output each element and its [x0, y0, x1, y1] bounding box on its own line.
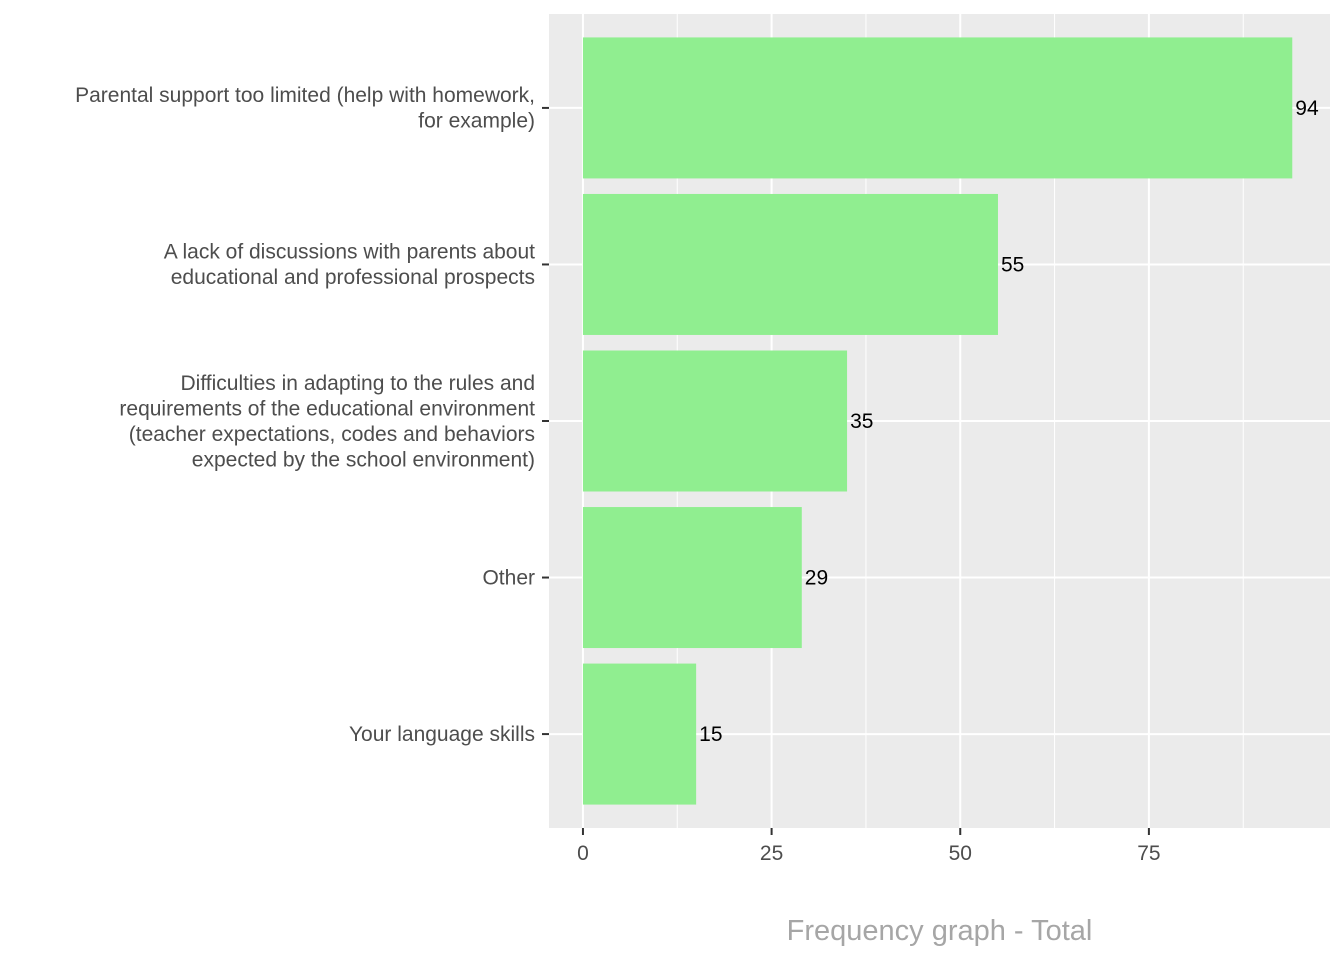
- x-axis-title: Frequency graph - Total: [787, 915, 1093, 947]
- x-tick-label: 25: [760, 842, 783, 865]
- x-tick-label: 75: [1137, 842, 1160, 865]
- category-label-line: Parental support too limited (help with …: [75, 84, 535, 107]
- category-label-line: (teacher expectations, codes and behavio…: [129, 423, 535, 446]
- category-label-line: A lack of discussions with parents about: [164, 241, 535, 264]
- category-label-line: Other: [482, 567, 535, 590]
- x-tick-label: 0: [577, 842, 589, 865]
- category-label-line: expected by the school environment): [192, 448, 535, 471]
- category-label: Your language skills: [349, 723, 535, 746]
- y-axis: Parental support too limited (help with …: [75, 84, 549, 746]
- data-labels: 94 55 35 29 15: [699, 97, 1319, 746]
- bars: [582, 37, 1293, 805]
- category-label: Difficulties in adapting to the rules an…: [119, 372, 535, 472]
- category-label-line: requirements of the educational environm…: [119, 397, 535, 420]
- category-label-line: Difficulties in adapting to the rules an…: [181, 372, 536, 395]
- bar: [582, 663, 697, 805]
- category-label-line: Your language skills: [349, 723, 535, 746]
- category-label: A lack of discussions with parents about…: [164, 241, 535, 290]
- bar: [582, 507, 802, 649]
- category-label-line: educational and professional prospects: [171, 266, 535, 289]
- category-label-line: for example): [418, 110, 535, 133]
- bar: [582, 350, 848, 492]
- x-tick-label: 50: [949, 842, 972, 865]
- category-label: Parental support too limited (help with …: [75, 84, 535, 133]
- bar: [582, 37, 1293, 179]
- x-axis: 0 25 50 75: [577, 828, 1161, 865]
- data-label: 55: [1001, 253, 1024, 276]
- data-label: 15: [699, 723, 722, 746]
- data-label: 29: [805, 567, 828, 590]
- data-label: 35: [850, 410, 873, 433]
- bar: [582, 193, 998, 335]
- data-label: 94: [1295, 97, 1319, 120]
- category-label: Other: [482, 567, 535, 590]
